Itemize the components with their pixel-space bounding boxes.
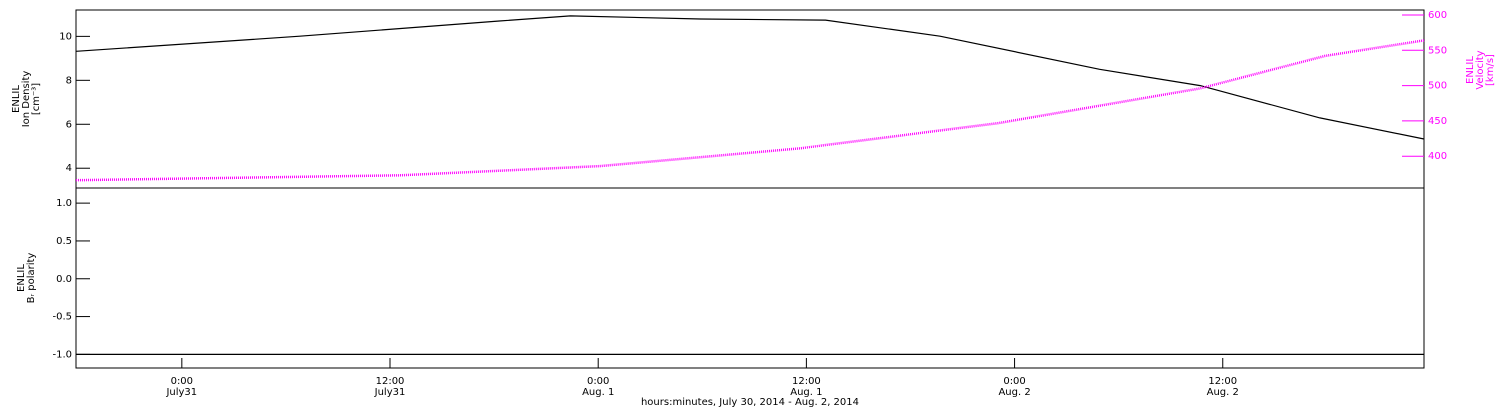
- panel-frame: [75, 187, 1425, 369]
- x-tick-label: 0:00: [587, 376, 609, 387]
- y-tick-label: 10: [59, 31, 72, 42]
- y-axis-label: ENLIL: [16, 264, 27, 292]
- y-axis-label: Bᵣ polarity: [26, 253, 37, 304]
- y-tick-label: 0.5: [56, 236, 72, 247]
- y2-tick-label: 600: [1428, 10, 1447, 21]
- y-tick-label: 6: [66, 119, 72, 130]
- y-tick-label: -1.0: [52, 349, 72, 360]
- y2-axis-label: [km/s]: [1485, 54, 1496, 86]
- y2-axis-label: Velocity: [1475, 50, 1486, 89]
- x-tick-date: July31: [374, 387, 406, 398]
- x-tick-label: 12:00: [792, 376, 821, 387]
- y-tick-label: 4: [66, 163, 72, 174]
- x-tick-label: 0:00: [171, 376, 193, 387]
- x-tick-date: Aug. 1: [790, 387, 822, 398]
- series-line: [75, 39, 1425, 182]
- y-axis-label: [cm⁻³]: [31, 83, 42, 115]
- x-tick-date: Aug. 2: [1207, 387, 1239, 398]
- x-tick-label: 0:00: [1003, 376, 1025, 387]
- y2-tick-label: 450: [1428, 116, 1447, 127]
- x-tick-label: 12:00: [376, 376, 405, 387]
- y2-axis-label: ENLIL: [1465, 56, 1476, 84]
- y-axis-label: Ion Density: [21, 71, 32, 128]
- x-axis-label: hours:minutes, July 30, 2014 - Aug. 2, 2…: [641, 397, 859, 408]
- y-tick-label: 0.0: [56, 274, 72, 285]
- y-axis-label: ENLIL: [11, 85, 22, 113]
- x-tick-date: Aug. 1: [582, 387, 614, 398]
- y-tick-label: -0.5: [52, 312, 72, 323]
- x-tick-label: 12:00: [1208, 376, 1237, 387]
- y2-tick-label: 400: [1428, 151, 1447, 162]
- series-line: [75, 15, 1425, 140]
- x-tick-date: July31: [165, 387, 197, 398]
- y-tick-label: 8: [66, 75, 72, 86]
- x-tick-date: Aug. 2: [998, 387, 1030, 398]
- panel-frame: [75, 9, 1425, 189]
- y-tick-label: 1.0: [56, 198, 72, 209]
- y2-tick-label: 500: [1428, 81, 1447, 92]
- y2-tick-label: 550: [1428, 45, 1447, 56]
